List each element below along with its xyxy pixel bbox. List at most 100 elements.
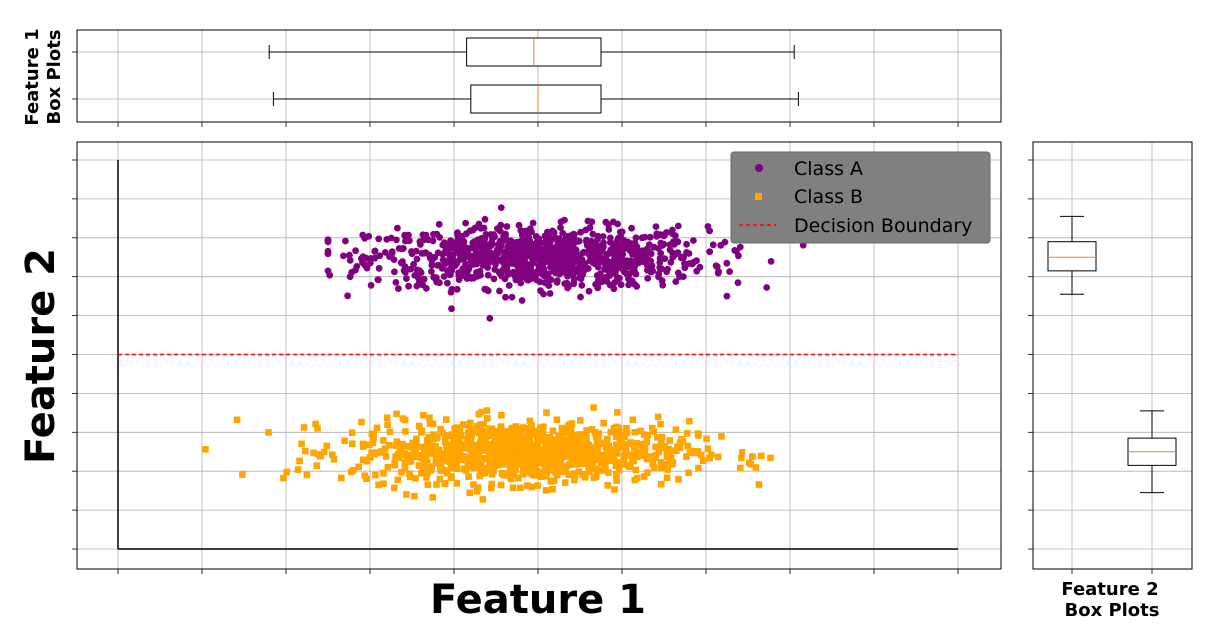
class-b-point [654, 413, 662, 421]
class-b-point [429, 494, 436, 501]
feature1-boxplot [272, 84, 799, 114]
class-b-point [483, 407, 491, 414]
class-b-point [620, 453, 627, 460]
class-b-point [747, 460, 755, 468]
class-a-point [435, 261, 443, 269]
class-b-point [536, 450, 544, 458]
class-b-point [706, 455, 713, 462]
class-a-point [736, 243, 744, 251]
class-b-point [591, 429, 599, 436]
class-b-point [481, 435, 488, 442]
class-b-point [510, 431, 517, 439]
class-a-point [524, 262, 532, 269]
class-a-point [583, 238, 590, 246]
right-background [1033, 142, 1192, 569]
class-b-point [460, 421, 467, 428]
class-a-point [653, 232, 661, 240]
class-a-point [482, 231, 490, 238]
class-b-point [685, 469, 692, 477]
class-a-point [657, 249, 665, 257]
class-a-point [344, 292, 351, 300]
class-b-point [737, 464, 744, 472]
class-a-point [618, 228, 626, 236]
class-b-point [401, 450, 408, 457]
class-b-point [403, 453, 411, 461]
class-b-point [602, 463, 609, 470]
class-b-point [610, 425, 618, 432]
class-b-point [477, 438, 485, 445]
class-a-point [656, 259, 664, 266]
class-b-point [603, 439, 611, 446]
class-a-point [562, 261, 569, 269]
class-b-point [409, 439, 417, 447]
class-a-point [447, 288, 455, 296]
class-a-point [401, 231, 409, 239]
class-b-point [301, 447, 309, 455]
class-b-point [583, 435, 590, 442]
class-b-point [547, 467, 555, 474]
class-b-point [384, 463, 392, 471]
class-b-point [703, 435, 710, 443]
class-a-point [767, 258, 775, 265]
class-b-point [657, 420, 664, 428]
class-b-point [581, 447, 588, 454]
class-b-point [597, 459, 605, 467]
class-b-point [651, 464, 658, 471]
right-panel-label-line2: Box Plots [1064, 600, 1159, 621]
class-b-point [415, 462, 423, 469]
class-b-point [483, 464, 490, 472]
class-a-point [381, 249, 389, 256]
class-b-point [386, 428, 394, 436]
class-a-point [442, 248, 449, 255]
legend-label-class-a: Class A [794, 158, 863, 180]
class-b-point [348, 468, 355, 476]
class-a-point [475, 249, 483, 257]
scatter-panel [72, 141, 1002, 574]
class-b-point [475, 410, 483, 418]
class-a-point [449, 251, 457, 259]
class-b-point [595, 430, 603, 437]
class-b-point [526, 417, 534, 425]
class-b-point [523, 449, 530, 456]
class-a-point [458, 238, 466, 246]
class-b-point [610, 456, 617, 463]
class-b-point [535, 459, 543, 467]
class-b-point [380, 470, 387, 477]
class-b-point [536, 454, 543, 462]
iqr-box [470, 84, 602, 114]
class-b-point [657, 459, 665, 466]
class-a-point [353, 263, 361, 270]
class-b-point [265, 429, 272, 436]
class-b-point [568, 431, 576, 439]
class-b-point [607, 428, 615, 436]
class-b-point [441, 457, 449, 464]
class-b-point [528, 483, 536, 491]
class-b-point [491, 440, 499, 447]
class-a-point [504, 244, 511, 252]
class-a-point [652, 223, 660, 231]
class-a-point [536, 262, 544, 270]
class-b-point [607, 447, 614, 454]
class-b-point [496, 440, 504, 447]
class-a-point [475, 220, 483, 228]
class-a-point [709, 241, 717, 249]
class-b-point [507, 475, 515, 483]
class-b-point [472, 428, 479, 435]
class-b-point [567, 425, 575, 432]
class-b-point [476, 458, 483, 465]
class-b-point [571, 454, 579, 461]
class-b-point [532, 451, 539, 459]
class-b-point [533, 447, 540, 455]
class-a-point [613, 260, 621, 268]
class-b-point [528, 422, 535, 430]
class-a-point [536, 278, 544, 286]
class-b-point [497, 481, 505, 489]
class-a-point [611, 249, 619, 257]
class-a-point [585, 287, 593, 295]
class-a-point [650, 243, 658, 251]
class-a-point [723, 292, 731, 300]
class-b-point [615, 466, 623, 474]
class-a-point [554, 238, 562, 246]
class-b-point [498, 412, 505, 419]
class-b-point [413, 437, 420, 444]
